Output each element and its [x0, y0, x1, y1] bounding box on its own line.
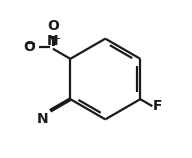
Text: −: −: [26, 38, 36, 51]
Text: O: O: [23, 40, 35, 54]
Text: N: N: [37, 112, 49, 126]
Text: +: +: [52, 34, 61, 44]
Text: N: N: [47, 34, 59, 48]
Text: F: F: [153, 99, 163, 113]
Text: O: O: [47, 19, 59, 33]
